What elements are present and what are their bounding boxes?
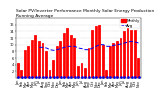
Bar [73,38,76,78]
Bar [49,70,52,78]
Bar [137,58,140,78]
Bar [17,63,20,78]
Bar [98,25,101,78]
Bar [27,46,30,78]
Bar [38,41,41,78]
Bar [52,60,55,78]
Bar [80,63,83,78]
Bar [130,30,133,78]
Bar [66,28,69,78]
Bar [112,43,115,78]
Bar [91,30,94,78]
Bar [63,33,66,78]
Legend: Mnthly, Avg: Mnthly, Avg [120,18,140,28]
Bar [95,26,98,78]
Bar [84,68,87,78]
Bar [120,38,122,78]
Bar [109,46,112,78]
Text: Solar PV/Inverter Performance Monthly Solar Energy Production Running Average: Solar PV/Inverter Performance Monthly So… [16,9,154,18]
Bar [77,66,80,78]
Bar [123,31,126,78]
Bar [31,40,34,78]
Bar [20,70,23,78]
Bar [70,35,73,78]
Bar [56,46,59,78]
Bar [102,45,105,78]
Bar [134,30,136,78]
Bar [42,43,44,78]
Bar [45,51,48,78]
Bar [34,35,37,78]
Bar [105,70,108,78]
Bar [24,50,27,78]
Bar [127,28,129,78]
Bar [116,41,119,78]
Bar [88,48,90,78]
Bar [59,41,62,78]
